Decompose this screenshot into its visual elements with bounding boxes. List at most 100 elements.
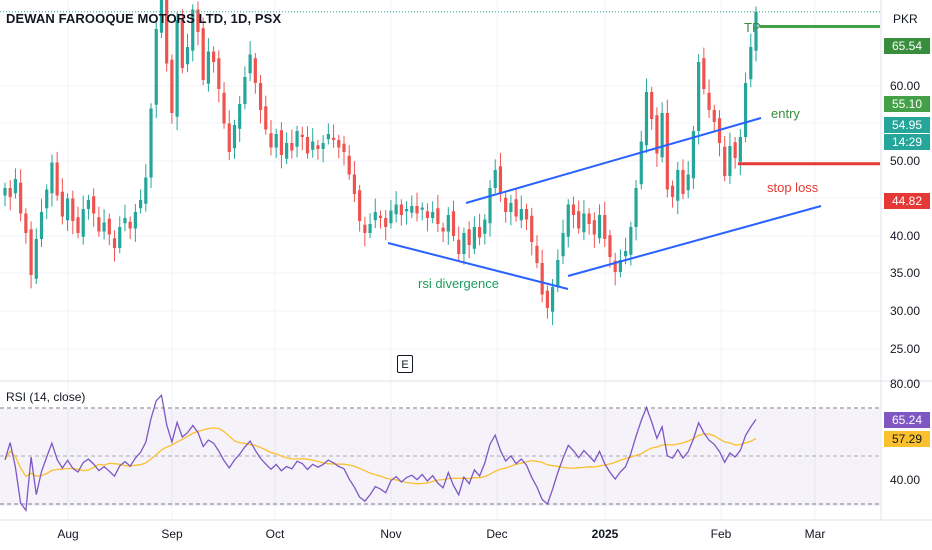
candle-body — [347, 155, 351, 175]
candle-body — [368, 224, 372, 233]
candle-body — [138, 200, 143, 209]
candle-body — [634, 188, 638, 227]
candle-body — [358, 190, 362, 221]
candle-body — [608, 235, 612, 257]
candle-body — [337, 140, 341, 148]
candle-body — [97, 217, 101, 232]
candle-body — [149, 108, 153, 178]
candle-body — [597, 215, 602, 239]
y-tick: 50.00 — [890, 154, 921, 168]
candle-body — [326, 134, 330, 140]
candle-body — [665, 113, 669, 190]
candle-body — [290, 143, 294, 151]
candle-body — [723, 146, 727, 176]
candle-body — [749, 47, 753, 80]
rsi-value-badge: 65.24 — [884, 412, 930, 428]
candle-body — [540, 263, 544, 295]
rsi-ma-value-badge: 57.29 — [884, 431, 930, 447]
trend-drawings — [0, 11, 880, 290]
candle-body — [436, 208, 440, 224]
candle-body — [697, 62, 701, 131]
candle-body — [144, 177, 148, 204]
rsi-indicator-title[interactable]: RSI (14, close) — [6, 390, 86, 404]
candle-body — [399, 204, 403, 215]
candle-body — [488, 188, 492, 224]
candle-body — [342, 143, 346, 152]
currency-label[interactable]: PKR — [893, 12, 918, 26]
entry-price-badge: 55.10 — [884, 96, 930, 112]
y-tick: 25.00 — [890, 342, 921, 356]
candle-body — [556, 260, 560, 287]
grid-lines — [0, 0, 880, 520]
candle-body — [373, 212, 377, 221]
candle-body — [305, 137, 310, 154]
rsi-divergence-annotation[interactable]: rsi divergence — [418, 276, 499, 291]
entry-annotation[interactable]: entry — [771, 106, 800, 121]
divergence-trendline — [387, 242, 569, 290]
candle-body — [123, 218, 127, 224]
candle-body — [55, 162, 59, 196]
candle-body — [618, 260, 623, 272]
candle-body — [258, 83, 263, 110]
candle-body — [483, 219, 487, 234]
candle-body — [248, 54, 252, 74]
candle-body — [561, 233, 565, 257]
chart-title: DEWAN FAROOQUE MOTORS LTD, 1D, PSX — [6, 11, 282, 26]
candle-body — [504, 197, 508, 212]
candle-body — [321, 143, 325, 149]
rsi-line — [4, 393, 757, 513]
candle-body — [206, 51, 210, 84]
candle-body — [535, 245, 539, 263]
candle-body — [19, 182, 23, 214]
candle-body — [566, 204, 570, 237]
bar-countdown-badge: 14:29 — [884, 134, 930, 150]
candle-body — [728, 146, 732, 176]
candle-body — [451, 211, 456, 236]
candle-body — [159, 0, 164, 33]
candle-body — [71, 198, 75, 221]
candle-body — [92, 196, 96, 214]
candle-body — [571, 204, 576, 215]
y-tick: 60.00 — [890, 79, 921, 93]
candle-body — [217, 58, 221, 89]
candle-body — [410, 206, 414, 213]
earnings-event-marker[interactable]: E — [397, 355, 413, 373]
tp-annotation[interactable]: TP — [744, 20, 761, 35]
x-tick: Aug — [57, 527, 79, 541]
candle-body — [509, 203, 513, 212]
y-tick: 30.00 — [890, 304, 921, 318]
candle-body — [29, 229, 33, 275]
candle-body — [425, 211, 430, 218]
candle-body — [577, 211, 581, 229]
candle-body — [545, 290, 549, 308]
candle-body — [201, 28, 205, 80]
candle-body — [39, 212, 44, 239]
candle-body — [389, 210, 393, 224]
candle-body — [582, 213, 586, 233]
candle-body — [165, 0, 169, 64]
channel-upper-trendline — [465, 117, 762, 204]
stop-loss-annotation[interactable]: stop loss — [767, 180, 819, 195]
candle-body — [404, 209, 409, 212]
candle-body — [81, 209, 85, 237]
candle-body — [493, 170, 497, 188]
candle-body — [738, 137, 742, 162]
candle-body — [65, 198, 70, 221]
channel-lower-trendline — [567, 205, 822, 277]
candle-body — [462, 233, 466, 254]
candle-body — [551, 287, 555, 312]
x-tick: Sep — [161, 527, 183, 541]
candle-body — [477, 227, 482, 238]
candle-body — [498, 166, 503, 194]
candle-body — [686, 174, 690, 191]
candle-body — [712, 110, 716, 122]
stop-price-badge: 44.82 — [884, 193, 930, 209]
candle-body — [384, 218, 388, 227]
candle-body — [170, 59, 174, 113]
candle-body — [754, 11, 758, 51]
x-tick: Nov — [380, 527, 402, 541]
candle-body — [681, 170, 685, 194]
candle-body — [524, 209, 529, 220]
